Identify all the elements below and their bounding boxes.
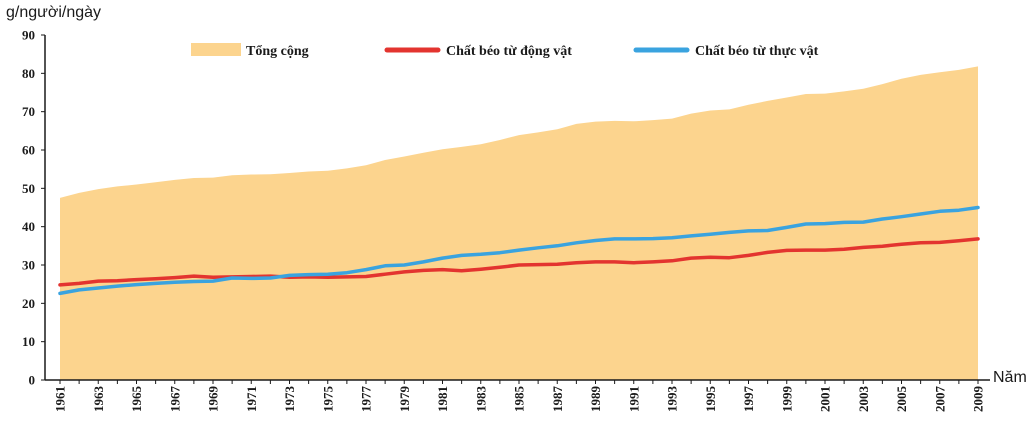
y-tick-label: 40 <box>22 219 35 234</box>
lines-layer <box>58 205 980 296</box>
x-tick-label: 1983 <box>473 386 488 413</box>
y-tick-label: 0 <box>29 373 36 388</box>
x-tick-label: 1981 <box>435 386 450 412</box>
legend-label-animal: Chất béo từ động vật <box>446 44 572 59</box>
legend: Tổng cộng Chất béo từ động vật Chất béo … <box>191 43 819 59</box>
x-tick-label: 1961 <box>53 386 68 412</box>
x-tick-label: 1975 <box>320 386 335 413</box>
y-tick-label: 90 <box>22 28 35 43</box>
area-layer <box>60 66 978 381</box>
legend-swatch-total <box>191 43 241 56</box>
x-tick-label: 1979 <box>397 386 412 413</box>
x-tick-label: 1999 <box>779 386 794 413</box>
x-ticks: 1961 1963 1965 1967 1969 1971 1973 1975 1977 1979… <box>53 380 986 412</box>
x-tick-label: 1985 <box>512 386 527 413</box>
series-line-animal-fat <box>58 237 980 287</box>
legend-label-plant: Chất béo từ thực vật <box>695 44 819 59</box>
axes-layer <box>44 35 990 381</box>
x-tick-label: 1967 <box>167 386 182 413</box>
y-tick-label: 10 <box>22 334 35 349</box>
x-tick-label: 1965 <box>129 386 144 413</box>
x-tick-label: 1971 <box>244 386 259 412</box>
y-axis-title: g/người/ngày <box>6 4 101 21</box>
y-tick-label: 50 <box>22 181 35 196</box>
x-tick-label: 1973 <box>282 386 297 413</box>
x-tick-label: 1987 <box>550 386 565 413</box>
legend-label-total: Tổng cộng <box>246 44 309 59</box>
x-tick-label: 1989 <box>588 386 603 413</box>
x-axis-title: Năm <box>993 369 1027 386</box>
x-tick-label: 2001 <box>818 386 833 412</box>
y-ticks: 0 10 20 30 40 50 60 70 80 90 <box>22 28 45 388</box>
x-tick-label: 2009 <box>971 386 986 413</box>
y-tick-label: 60 <box>22 143 35 158</box>
x-tick-label: 1991 <box>626 386 641 412</box>
x-tick-label: 1993 <box>665 386 680 413</box>
x-tick-label: 1977 <box>359 386 374 413</box>
series-line-plant-fat <box>58 205 980 296</box>
x-tick-label: 2007 <box>932 386 947 413</box>
y-tick-label: 70 <box>22 104 35 119</box>
x-tick-label: 2003 <box>856 386 871 413</box>
x-tick-label: 2005 <box>894 386 909 413</box>
y-tick-label: 30 <box>22 258 35 273</box>
y-tick-label: 20 <box>22 296 35 311</box>
series-area-total <box>60 66 978 381</box>
x-tick-label: 1995 <box>703 386 718 413</box>
x-tick-label: 1963 <box>91 386 106 413</box>
y-tick-label: 80 <box>22 66 35 81</box>
x-tick-label: 1969 <box>206 386 221 413</box>
x-tick-label: 1997 <box>741 386 756 413</box>
